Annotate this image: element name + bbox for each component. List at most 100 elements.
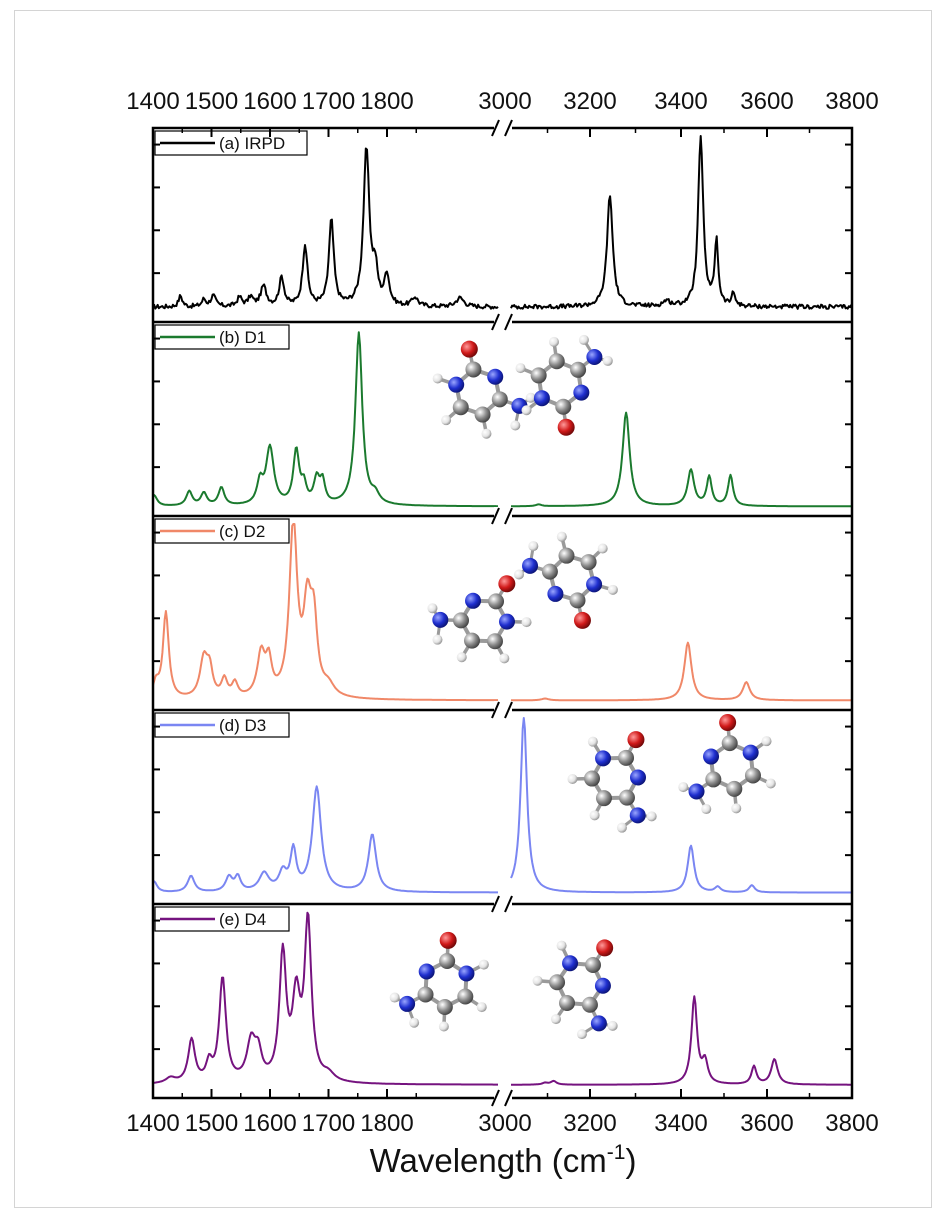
nitrogen-atom (418, 963, 435, 980)
nitrogen-atom (595, 750, 612, 767)
nitrogen-atom (562, 955, 579, 972)
carbon-atom (439, 953, 456, 970)
series-line-1-2 (510, 135, 853, 310)
nitrogen-atom (458, 965, 475, 982)
carbon-atom (548, 353, 565, 370)
top-tick-label: 1800 (360, 88, 413, 115)
hydrogen-atom (432, 373, 443, 384)
series-line-3-1 (152, 523, 498, 702)
series-line-5-1 (152, 911, 498, 1086)
hydrogen-atom (548, 336, 559, 347)
legend-label: (a) IRPD (219, 134, 285, 153)
hydrogen-atom (521, 405, 532, 416)
carbon-atom (721, 735, 738, 752)
carbon-atom (569, 592, 586, 609)
series-line-2-1 (152, 331, 498, 508)
hydrogen-atom (576, 1029, 587, 1040)
carbon-atom (570, 361, 587, 378)
axis-break-slash (491, 507, 500, 525)
legend-3: (c) D2 (154, 518, 290, 544)
hydrogen-atom (478, 959, 489, 970)
hydrogen-atom (532, 975, 543, 986)
nitrogen-atom (399, 995, 416, 1012)
axis-break-slash (491, 119, 500, 137)
bottom-tick-label: 3200 (563, 1110, 616, 1137)
oxygen-atom (498, 575, 516, 593)
series-line-5-2 (511, 995, 852, 1086)
carbon-atom (465, 361, 482, 378)
top-tick-label: 3800 (825, 88, 878, 115)
hydrogen-atom (556, 531, 567, 542)
nitrogen-atom (586, 349, 603, 366)
nitrogen-atom (547, 585, 564, 602)
top-tick-label: 3200 (563, 88, 616, 115)
legend-4: (d) D3 (154, 712, 290, 738)
carbon-atom (584, 957, 601, 974)
hydrogen-atom (589, 810, 600, 821)
carbon-atom (530, 367, 547, 384)
bottom-tick-label: 1500 (185, 1110, 238, 1137)
nitrogen-atom (522, 557, 539, 574)
spectrum-panel: (c) D2 (152, 518, 852, 702)
molecules-layer (389, 334, 776, 1040)
hydrogen-atom (389, 992, 400, 1003)
axis-break-slash (504, 313, 513, 331)
carbon-atom (744, 767, 761, 784)
series-line-1-1 (152, 147, 499, 310)
x-axis-label-close: ) (625, 1142, 636, 1179)
bottom-tick-label: 3400 (654, 1110, 707, 1137)
hydrogen-atom (567, 774, 578, 785)
oxygen-atom (439, 931, 457, 949)
axis-break-slash (504, 895, 513, 913)
hydrogen-atom (761, 736, 772, 747)
top-tick-label: 1600 (243, 88, 296, 115)
nitrogen-atom (465, 592, 482, 609)
carbon-atom (618, 749, 635, 766)
carbon-atom (595, 790, 612, 807)
carbon-atom (726, 780, 743, 797)
hydrogen-atom (456, 652, 467, 663)
x-axis-label-superscript: -1 (607, 1141, 626, 1164)
nitrogen-atom (498, 613, 515, 630)
hydrogen-atom (515, 363, 526, 374)
bottom-tick-label: 3600 (740, 1110, 793, 1137)
hydrogen-atom (521, 617, 532, 628)
molecule-structure (432, 340, 536, 439)
spectrum-panel: (d) D3 (152, 712, 852, 894)
hydrogen-atom (499, 653, 510, 664)
legend-5: (e) D4 (154, 906, 290, 932)
x-axis-label-text: Wavelength (cm (370, 1142, 607, 1179)
carbon-atom (453, 612, 470, 629)
legend-label: (c) D2 (219, 522, 265, 541)
hydrogen-atom (616, 822, 627, 833)
axes-layer: 1400 1500 1600 1700 1800 3000 3200 3400 3600 3800… (126, 88, 878, 1137)
axis-break-slash (504, 1089, 513, 1107)
hydrogen-atom (731, 803, 742, 814)
nitrogen-atom (688, 783, 705, 800)
carbon-atom (491, 391, 508, 408)
nitrogen-atom (432, 611, 449, 628)
hydrogen-atom (556, 940, 567, 951)
nitrogen-atom (573, 384, 590, 401)
molecule-structure (567, 731, 657, 833)
hydrogen-atom (578, 334, 589, 345)
hydrogen-atom (432, 634, 443, 645)
oxygen-atom (596, 939, 614, 957)
carbon-atom (488, 593, 505, 610)
legend-label: (d) D3 (219, 716, 266, 735)
hydrogen-atom (701, 804, 712, 815)
nitrogen-atom (533, 390, 550, 407)
legend-label: (e) D4 (219, 910, 266, 929)
molecule-structure (427, 575, 532, 664)
top-tick-label: 1500 (185, 88, 238, 115)
hydrogen-atom (481, 428, 492, 439)
spectrum-panel: (b) D1 (152, 324, 852, 508)
top-tick-label: 1400 (126, 88, 179, 115)
hydrogen-atom (607, 1020, 618, 1031)
molecule-structure (389, 931, 489, 1032)
carbon-atom (457, 988, 474, 1005)
hydrogen-atom (510, 420, 521, 431)
hydrogen-atom (528, 541, 539, 552)
series-line-2-2 (511, 411, 852, 508)
